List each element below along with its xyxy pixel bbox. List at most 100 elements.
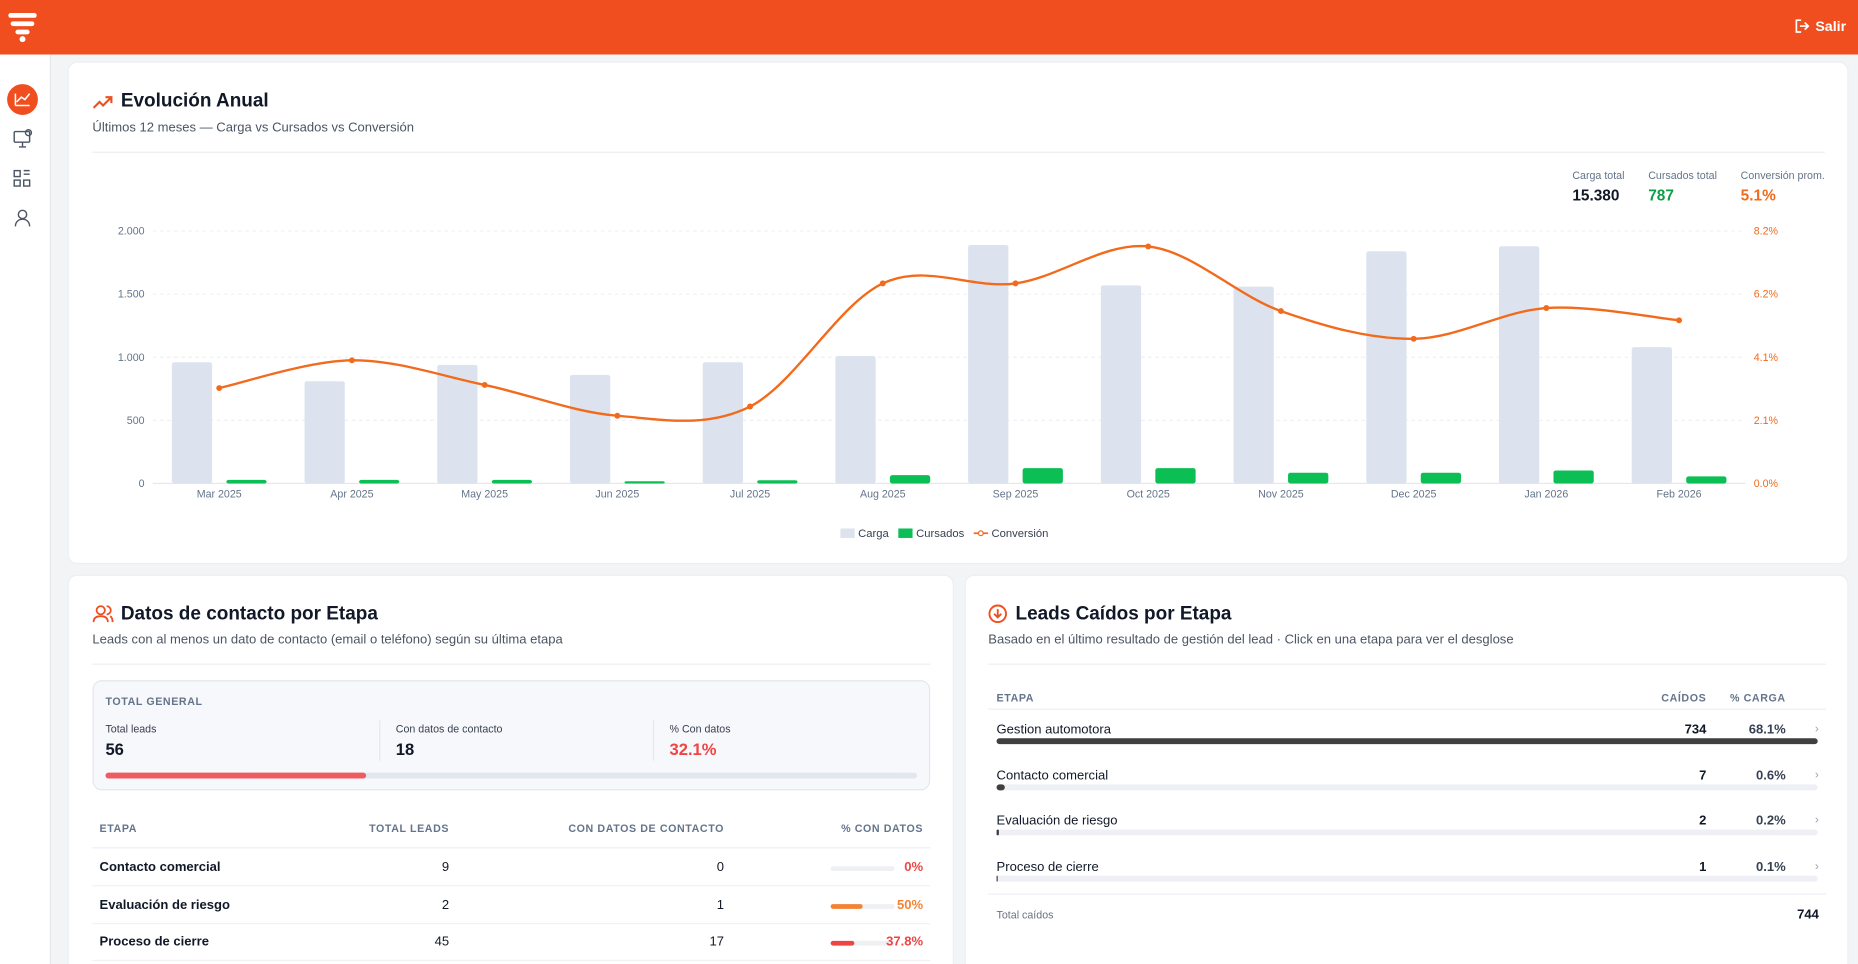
- chevron: ›: [1814, 722, 1819, 736]
- card-title: Evolución Anual: [120, 91, 269, 112]
- x-tick-label: Oct 2025: [1127, 489, 1170, 501]
- summary-item: Cursados total 787: [1648, 169, 1717, 203]
- chevron: ›: [1814, 814, 1819, 828]
- conversion-point: [879, 280, 886, 287]
- divider: [988, 663, 1827, 665]
- y-tick-label: 500: [127, 415, 145, 427]
- count-bar: [996, 829, 999, 836]
- y-tick-label: 2.000: [118, 226, 145, 238]
- conversion-point: [1410, 335, 1417, 342]
- bar: [1100, 285, 1142, 484]
- legend-item: Cursados: [898, 528, 965, 540]
- pct-label: 68.1%: [1748, 722, 1786, 738]
- conversion-line: [218, 244, 1680, 422]
- x-tick-label: May 2025: [461, 489, 508, 501]
- y2-tick-label: 0.0%: [1754, 478, 1779, 490]
- bar: [1498, 246, 1540, 484]
- bar: [569, 374, 611, 484]
- logout-label[interactable]: Salir: [1815, 17, 1847, 35]
- conversion-point: [614, 412, 621, 419]
- total-label: Con datos de contacto: [395, 722, 503, 735]
- card-subtitle: Últimos 12 meses — Carga vs Cursados vs …: [92, 120, 415, 136]
- pct-label: 0.1%: [1756, 860, 1786, 875]
- row-divider: [92, 922, 931, 924]
- count-bar: [996, 784, 1005, 790]
- chart: 0 500 1.000 1.500 2.000 0.0% 2.1% 4.1% 6.2% 8.2% M…: [118, 226, 1779, 540]
- bar: [304, 381, 345, 484]
- x-tick-label: Apr 2025: [330, 489, 373, 501]
- summary-value: 787: [1648, 186, 1674, 204]
- summary: Carga total 15.380 Cursados total 787 Conver…: [1572, 169, 1825, 203]
- logout-button[interactable]: Salir: [1794, 17, 1847, 35]
- total-leads: 9: [441, 860, 450, 875]
- summary-label: Conversión prom.: [1740, 169, 1825, 182]
- pct-track: [830, 940, 895, 946]
- table-header: ETAPA: [996, 692, 1035, 704]
- contact-count: 17: [709, 934, 725, 950]
- bar: [1420, 472, 1462, 484]
- nav-monitor[interactable]: [13, 129, 33, 148]
- dropped-row[interactable]: Proceso de cierre 1 0.1% ›: [988, 860, 1826, 898]
- conversion-point: [1676, 317, 1683, 324]
- x-tick-label: Mar 2025: [197, 489, 242, 501]
- summary-label: Cursados total: [1648, 169, 1717, 182]
- summary-value: 5.1%: [1740, 186, 1776, 204]
- bar: [1686, 476, 1727, 484]
- legend: Carga Cursados Conversión: [840, 528, 1048, 540]
- total-value: 18: [395, 739, 415, 759]
- bar: [359, 479, 400, 484]
- bar: [1155, 468, 1196, 484]
- row-divider: [92, 885, 931, 887]
- dropped-count: 734: [1684, 722, 1707, 738]
- logout-icon: [1795, 19, 1810, 33]
- bar: [1022, 468, 1063, 484]
- nav-grid[interactable]: [13, 169, 31, 187]
- pct-label: 37.8%: [886, 934, 924, 950]
- trend-icon: [92, 96, 113, 109]
- count-track: [996, 829, 1818, 836]
- bar: [835, 356, 876, 484]
- bar: [889, 475, 931, 484]
- nav-chart[interactable]: [7, 84, 38, 115]
- bar: [1288, 472, 1329, 484]
- dropped-row[interactable]: Evaluación de riesgo 2 0.2% ›: [988, 815, 1826, 853]
- stage-name: Contacto comercial: [99, 860, 221, 875]
- total-box: TOTAL GENERAL Total leads 56 Con datos de …: [92, 680, 931, 791]
- bar: [171, 362, 213, 484]
- bar: [1553, 470, 1594, 484]
- table-header: TOTAL LEADS: [369, 822, 450, 835]
- stage-name: Evaluación de riesgo: [996, 814, 1118, 829]
- contact-count: 0: [716, 860, 725, 875]
- pct-label: 50%: [896, 897, 924, 912]
- legend-swatch: [898, 528, 913, 538]
- y-tick-label: 0: [139, 478, 145, 490]
- x-tick-label: Sep 2025: [993, 489, 1039, 501]
- card-title: Leads Caídos por Etapa: [1015, 604, 1232, 625]
- dropped-table: ETAPA CAÍDOS % CARGA Gestion automotora 734 6…: [988, 683, 1827, 964]
- x-tick-label: Jan 2026: [1524, 489, 1568, 501]
- x-tick-label: Jun 2025: [595, 489, 639, 501]
- table-header: CON DATOS DE CONTACTO: [568, 822, 725, 835]
- progress-track: [105, 772, 918, 779]
- logo[interactable]: [7, 12, 38, 43]
- total-separator: [379, 720, 381, 761]
- conversion-point: [348, 357, 355, 364]
- dropped-count: 1: [1699, 860, 1707, 875]
- summary-item: Carga total 15.380: [1572, 169, 1624, 203]
- bar: [1631, 347, 1672, 484]
- dropped-row[interactable]: Gestion automotora 734 68.1% ›: [988, 723, 1826, 761]
- nav-user[interactable]: [14, 209, 31, 227]
- pct-track: [830, 866, 895, 871]
- bar: [437, 364, 478, 484]
- legend-swatch: [840, 528, 855, 538]
- summary-value: 15.380: [1572, 186, 1620, 204]
- bar: [1233, 286, 1274, 484]
- total-label: Total caídos: [996, 908, 1054, 921]
- divider: [92, 663, 931, 665]
- pct-label: 0.6%: [1756, 768, 1786, 783]
- dropped-row[interactable]: Contacto comercial 7 0.6% ›: [988, 769, 1826, 807]
- count-bar: [996, 875, 998, 882]
- total-leads: 2: [441, 897, 450, 912]
